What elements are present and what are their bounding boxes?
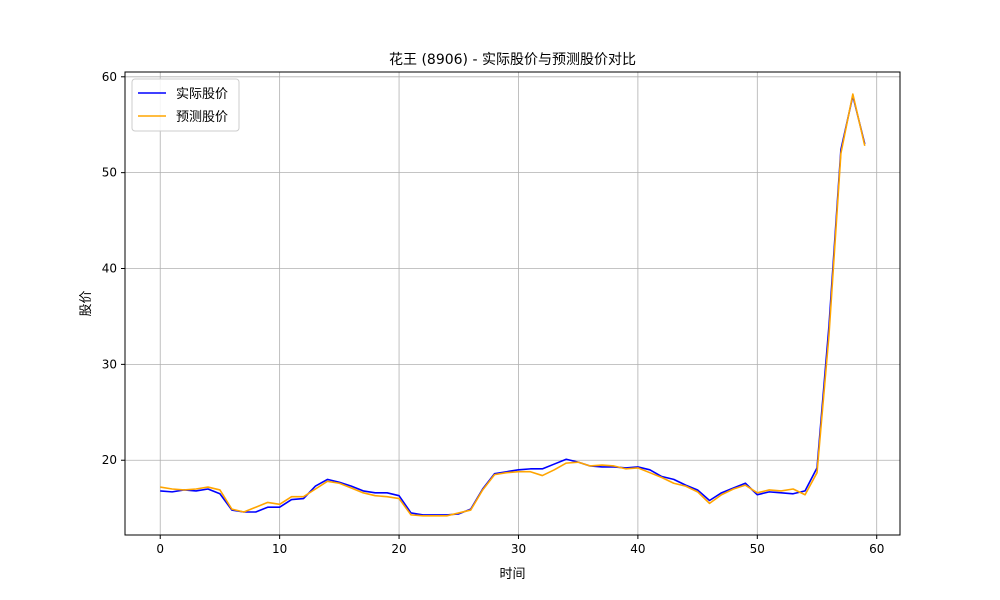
legend-label: 实际股价 <box>176 87 228 102</box>
ticks: 0 10 20 30 40 50 60 20 30 40 50 60 <box>102 70 885 556</box>
y-tick-label: 30 <box>102 357 117 371</box>
chart-title: 花王 (8906) - 实际股价与预测股价对比 <box>389 52 636 68</box>
legend-label: 预测股价 <box>176 110 228 125</box>
series-layer <box>160 93 866 517</box>
y-tick-label: 20 <box>102 453 117 467</box>
x-tick-label: 0 <box>156 542 164 556</box>
x-tick-label: 20 <box>391 542 406 556</box>
series-line-2 <box>160 93 866 517</box>
series-line-1 <box>160 95 866 516</box>
x-tick-label: 10 <box>272 542 287 556</box>
x-tick-label: 50 <box>750 542 765 556</box>
x-tick-label: 40 <box>630 542 645 556</box>
plot-frame <box>124 71 901 536</box>
legend-box <box>131 78 240 132</box>
x-tick-label: 30 <box>511 542 526 556</box>
x-axis-label: 时间 <box>499 567 525 582</box>
y-tick-label: 40 <box>102 262 117 276</box>
x-tick-label: 60 <box>869 542 884 556</box>
y-axis-label: 股价 <box>79 290 94 316</box>
y-tick-label: 60 <box>102 70 117 84</box>
grid <box>125 72 900 535</box>
y-tick-label: 50 <box>102 166 117 180</box>
